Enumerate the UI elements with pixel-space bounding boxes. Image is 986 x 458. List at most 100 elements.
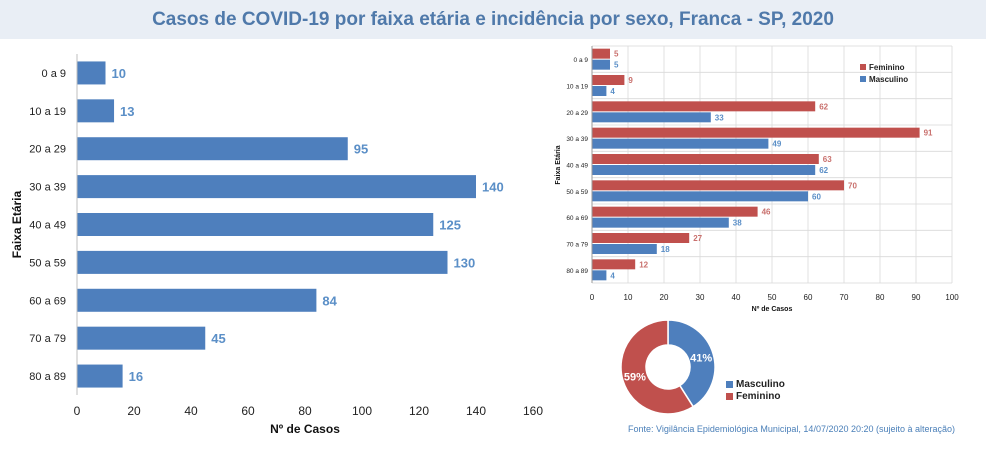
data-label-feminino-5: 70 — [848, 181, 857, 190]
sex-category-label-5: 50 a 59 — [566, 189, 588, 196]
bar-feminino-8 — [592, 259, 636, 270]
sex-x-tick-label-10: 100 — [945, 293, 959, 302]
bar-2 — [77, 137, 348, 161]
category-label-1: 10 a 19 — [29, 106, 66, 118]
category-label-5: 50 a 59 — [29, 257, 66, 269]
legend-label-feminino: Feminino — [869, 63, 905, 72]
sex-category-label-0: 0 a 9 — [574, 57, 589, 64]
bar-feminino-0 — [592, 48, 610, 59]
bar-masculino-2 — [592, 112, 711, 123]
bar-masculino-8 — [592, 270, 607, 281]
data-label-masculino-8: 4 — [610, 271, 615, 280]
category-label-4: 40 a 49 — [29, 220, 66, 232]
bar-masculino-7 — [592, 244, 657, 254]
sex-x-tick-label-1: 10 — [624, 293, 633, 302]
data-label-feminino-4: 63 — [823, 155, 832, 164]
bar-feminino-7 — [592, 233, 690, 243]
sex-category-label-2: 20 a 29 — [566, 110, 588, 117]
bar-1 — [77, 99, 115, 123]
legend-swatch-masculino — [860, 76, 866, 82]
bar-4 — [77, 213, 434, 236]
sex-x-tick-label-7: 70 — [840, 293, 849, 302]
sex-x-tick-label-8: 80 — [876, 293, 885, 302]
data-label-feminino-1: 9 — [628, 76, 633, 85]
bar-feminino-1 — [592, 75, 625, 85]
data-label-4: 125 — [439, 218, 461, 233]
data-label-masculino-3: 49 — [772, 140, 781, 149]
legend-label-masculino: Masculino — [736, 378, 785, 390]
data-label-2: 95 — [354, 142, 368, 157]
sex-category-label-4: 40 a 49 — [566, 163, 588, 170]
x-tick-label-2: 40 — [184, 404, 198, 418]
donut-value-label-masculino: 41% — [690, 352, 712, 364]
data-label-feminino-8: 12 — [639, 260, 648, 269]
bar-masculino-1 — [592, 86, 607, 96]
x-tick-label-5: 100 — [352, 404, 372, 418]
bar-feminino-2 — [592, 101, 816, 112]
data-label-masculino-5: 60 — [812, 192, 821, 201]
category-label-6: 60 a 69 — [29, 295, 66, 307]
bar-3 — [77, 175, 476, 199]
bar-feminino-6 — [592, 206, 758, 217]
x-tick-label-3: 60 — [241, 404, 255, 418]
data-label-masculino-7: 18 — [661, 245, 670, 254]
title-bar: Casos de COVID-19 por faixa etária e inc… — [0, 0, 986, 39]
sex-category-label-6: 60 a 69 — [566, 215, 588, 222]
data-label-feminino-0: 5 — [614, 50, 619, 59]
bar-feminino-5 — [592, 180, 844, 191]
sex-x-tick-label-0: 0 — [590, 293, 595, 302]
bar-masculino-5 — [592, 191, 808, 202]
data-label-5: 130 — [454, 255, 476, 270]
legend-label-feminino: Feminino — [736, 390, 781, 402]
data-label-0: 10 — [112, 66, 126, 81]
data-label-masculino-2: 33 — [715, 113, 724, 122]
x-tick-label-0: 0 — [74, 404, 81, 418]
legend-swatch-masculino — [726, 380, 733, 388]
data-label-feminino-6: 46 — [762, 208, 771, 217]
legend-swatch-feminino — [860, 64, 866, 70]
donut-slice-feminino — [620, 319, 695, 415]
sex-x-tick-label-3: 30 — [696, 293, 705, 302]
bar-masculino-3 — [592, 138, 769, 149]
data-label-masculino-4: 62 — [819, 166, 828, 175]
sex-x-tick-label-2: 20 — [660, 293, 669, 302]
sex-category-label-3: 30 a 39 — [566, 136, 588, 143]
y-axis-title: Faixa Etária — [10, 190, 24, 258]
data-label-masculino-0: 5 — [614, 61, 619, 70]
sex-x-axis-title: Nº de Casos — [752, 306, 793, 313]
bar-6 — [77, 288, 317, 312]
data-label-feminino-2: 62 — [819, 102, 828, 111]
page-title: Casos de COVID-19 por faixa etária e inc… — [152, 8, 834, 30]
category-label-7: 70 a 79 — [29, 333, 66, 345]
sex-x-tick-label-6: 60 — [804, 293, 813, 302]
data-label-feminino-3: 91 — [924, 129, 933, 138]
category-label-0: 0 a 9 — [42, 68, 66, 80]
bar-5 — [77, 250, 448, 274]
bar-7 — [77, 326, 206, 350]
donut-legend-item-feminino: Feminino — [726, 390, 785, 402]
legend-swatch-feminino — [726, 392, 733, 400]
donut-slice-masculino — [667, 319, 716, 408]
sex-x-tick-label-4: 40 — [732, 293, 741, 302]
data-label-feminino-7: 27 — [693, 234, 702, 243]
data-label-7: 45 — [211, 331, 225, 346]
x-tick-label-6: 120 — [409, 404, 429, 418]
category-label-8: 80 a 89 — [29, 371, 66, 383]
sex-y-axis-title: Faixa Etária — [555, 145, 562, 184]
legend-label-masculino: Masculino — [869, 75, 908, 84]
data-label-8: 16 — [129, 369, 143, 384]
donut-legend-item-masculino: Masculino — [726, 378, 785, 390]
sex-category-label-1: 10 a 19 — [566, 84, 588, 91]
data-label-1: 13 — [120, 104, 134, 119]
data-label-masculino-6: 38 — [733, 219, 742, 228]
bar-feminino-4 — [592, 154, 819, 164]
x-tick-label-8: 160 — [523, 404, 543, 418]
x-tick-label-4: 80 — [298, 404, 312, 418]
bar-masculino-6 — [592, 217, 729, 228]
bar-feminino-3 — [592, 127, 920, 138]
data-label-masculino-1: 4 — [610, 87, 615, 96]
bar-0 — [77, 61, 106, 85]
x-tick-label-7: 140 — [466, 404, 486, 418]
x-tick-label-1: 20 — [127, 404, 141, 418]
